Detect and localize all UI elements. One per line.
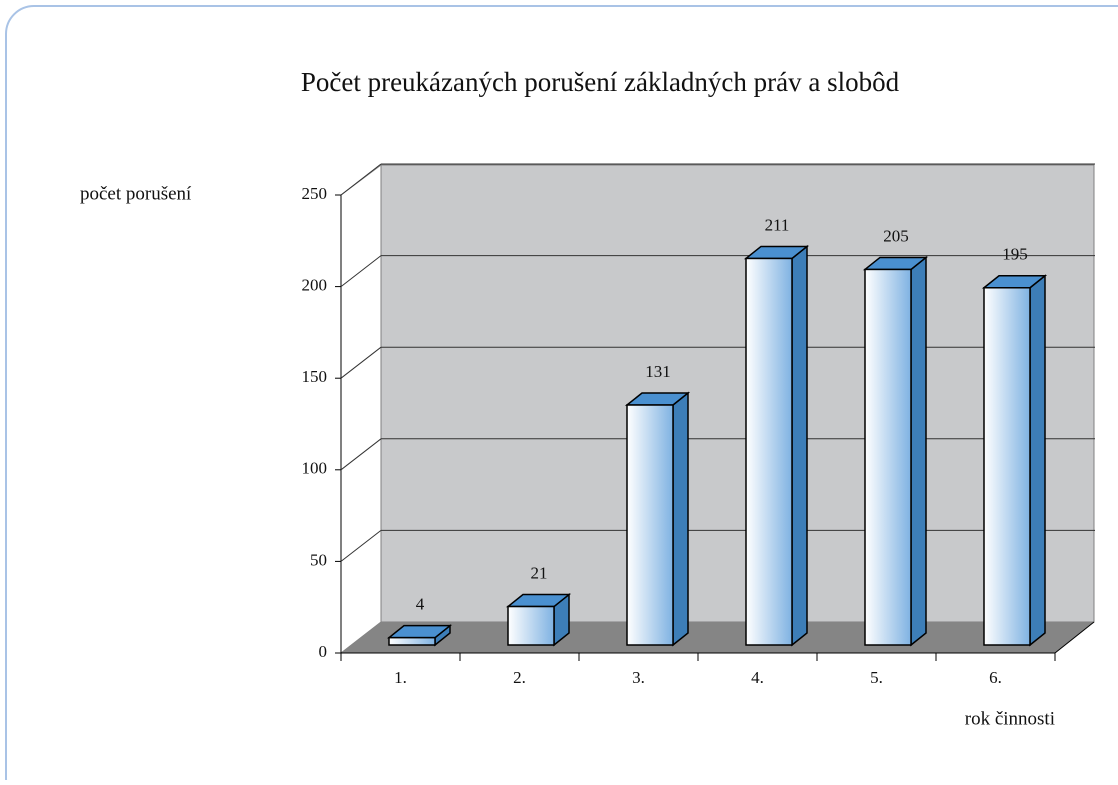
value-label: 211	[765, 215, 790, 234]
bar	[745, 257, 793, 646]
x-tick-label: 6.	[989, 668, 1002, 687]
grid-line	[340, 255, 382, 287]
floor-edge	[1054, 621, 1095, 654]
value-label: 131	[645, 362, 671, 381]
value-label: 195	[1002, 245, 1028, 264]
chart-title: Počet preukázaných porušení základných p…	[301, 67, 900, 97]
y-tick-label: 200	[302, 276, 328, 295]
bar-side	[672, 391, 689, 647]
x-tick-label: 5.	[870, 668, 883, 687]
side-wall	[340, 164, 382, 655]
bar-side	[910, 255, 927, 647]
y-tick-label: 250	[302, 184, 328, 203]
x-axis-label: rok činnosti	[965, 708, 1055, 729]
x-tick-label: 4.	[751, 668, 764, 687]
value-label: 205	[883, 226, 909, 245]
x-tick-label: 2.	[513, 668, 526, 687]
grid-line	[340, 346, 382, 379]
bar	[864, 268, 912, 646]
y-tick-label: 0	[319, 642, 328, 661]
value-label: 4	[416, 595, 425, 614]
bar	[983, 287, 1031, 646]
grid-line	[340, 163, 382, 196]
y-tick-label: 100	[302, 459, 328, 478]
bar-side	[791, 244, 808, 647]
x-tick-label: 1.	[394, 668, 407, 687]
value-label: 21	[531, 563, 548, 582]
y-axis-label: počet porušení	[80, 183, 192, 204]
bar	[507, 605, 555, 646]
x-tick-label: 3.	[632, 668, 645, 687]
bar	[626, 404, 674, 646]
y-tick-label: 150	[302, 367, 328, 386]
grid-line	[340, 530, 382, 562]
grid-line	[340, 438, 382, 471]
floor	[341, 622, 1094, 653]
bar-side	[1029, 274, 1046, 647]
bar	[388, 636, 436, 646]
y-tick-label: 50	[310, 550, 327, 569]
